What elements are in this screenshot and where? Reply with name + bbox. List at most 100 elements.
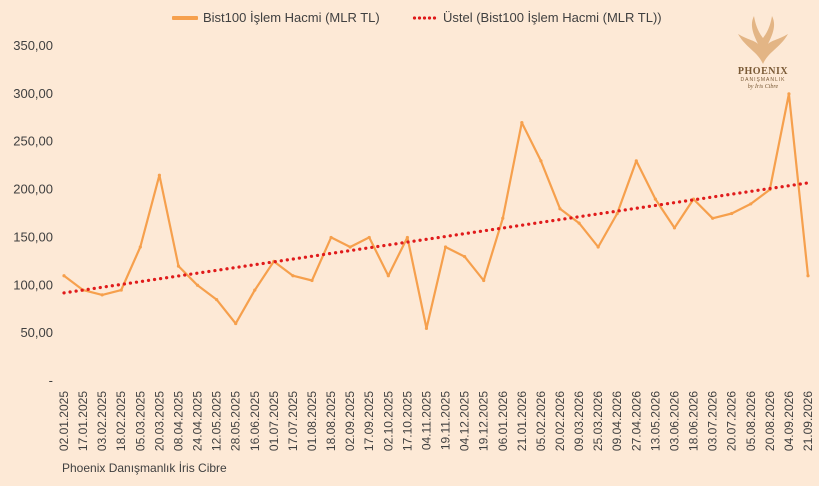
- y-tick-label: 50,00: [20, 325, 53, 340]
- x-tick-label: 20.02.2026: [553, 391, 567, 451]
- volume-point: [558, 207, 562, 211]
- volume-point: [463, 254, 467, 259]
- x-tick-label: 05.03.2025: [133, 391, 147, 451]
- volume-point: [367, 235, 371, 240]
- x-tick-label: 05.08.2026: [744, 391, 758, 451]
- x-tick-label: 18.02.2025: [114, 391, 128, 451]
- x-tick-label: 20.07.2026: [725, 391, 739, 451]
- volume-point: [653, 197, 657, 201]
- y-tick-label: 350,00: [13, 38, 53, 53]
- x-tick-label: 03.02.2025: [95, 391, 109, 451]
- x-tick-label: 18.06.2026: [687, 391, 701, 451]
- volume-point: [806, 274, 810, 278]
- phoenix-logo: PHOENIX DANIŞMANLIK by İris Cibre: [728, 14, 798, 94]
- x-tick-label: 18.08.2025: [324, 391, 338, 451]
- x-tick-label: 25.03.2026: [591, 391, 605, 451]
- phoenix-bird-icon: [738, 16, 788, 64]
- x-tick-label: 04.09.2026: [782, 391, 796, 451]
- x-tick-label: 13.05.2026: [648, 391, 662, 451]
- legend-label-trend: Üstel (Bist100 İşlem Hacmi (MLR TL)): [443, 10, 662, 25]
- legend: Bist100 İşlem Hacmi (MLR TL) Üstel (Bist…: [0, 6, 819, 30]
- x-tick-label: 20.03.2025: [152, 391, 166, 451]
- volume-point: [749, 202, 753, 206]
- volume-point: [634, 159, 638, 163]
- legend-swatch-volume: [172, 15, 198, 20]
- x-axis: 02.01.2025 17.01.2025 03.02.2025 18.02.2025…: [57, 391, 815, 451]
- x-tick-label: 02.09.2025: [343, 391, 357, 451]
- x-tick-label: 16.06.2025: [248, 391, 262, 451]
- x-tick-label: 27.04.2026: [629, 391, 643, 451]
- x-tick-label: 04.12.2025: [458, 391, 472, 451]
- x-tick-label: 17.10.2025: [400, 391, 414, 451]
- y-tick-label: 100,00: [13, 277, 53, 292]
- footer-credit: Phoenix Danışmanlık İris Cibre: [62, 461, 227, 475]
- volume-point: [615, 211, 619, 216]
- volume-point: [176, 264, 181, 268]
- x-tick-label: 24.04.2025: [191, 391, 205, 451]
- volume-point: [405, 235, 409, 240]
- y-tick-label: -: [49, 373, 53, 388]
- x-tick-label: 04.11.2025: [419, 391, 433, 450]
- volume-line: [63, 92, 810, 330]
- x-tick-label: 21.09.2026: [801, 391, 815, 451]
- volume-point: [672, 226, 677, 230]
- volume-point: [424, 326, 429, 330]
- volume-point: [596, 245, 600, 249]
- volume-point: [253, 288, 257, 292]
- x-tick-label: 09.04.2026: [610, 391, 624, 451]
- legend-item-volume: Bist100 İşlem Hacmi (MLR TL): [172, 10, 380, 25]
- volume-point: [443, 245, 448, 249]
- x-tick-label: 19.11.2025: [439, 391, 453, 450]
- x-tick-label: 03.07.2026: [706, 391, 720, 451]
- logo-signature: by İris Cibre: [747, 84, 779, 90]
- x-tick-label: 17.07.2025: [286, 391, 300, 451]
- volume-point: [539, 159, 543, 163]
- volume-point: [62, 274, 66, 278]
- volume-point: [386, 274, 390, 278]
- x-tick-label: 01.07.2025: [267, 391, 281, 451]
- volume-point: [730, 211, 734, 216]
- x-tick-label: 19.12.2025: [477, 391, 491, 451]
- x-tick-label: 05.02.2026: [534, 391, 548, 451]
- volume-point: [577, 221, 581, 225]
- series-layer: [62, 92, 810, 330]
- volume-point: [520, 120, 524, 125]
- x-tick-label: 21.01.2026: [515, 391, 529, 451]
- y-tick-label: 200,00: [13, 182, 53, 197]
- x-tick-label: 28.05.2025: [229, 391, 243, 451]
- y-axis: - 50,00 100,00 150,00 200,00 250,00 300,00 350,…: [13, 38, 53, 388]
- x-tick-label: 17.01.2025: [76, 391, 90, 451]
- volume-point: [157, 173, 161, 177]
- x-tick-label: 03.06.2026: [667, 391, 681, 451]
- volume-point: [348, 245, 352, 249]
- volume-point: [234, 321, 238, 326]
- legend-item-trend: Üstel (Bist100 İşlem Hacmi (MLR TL)): [412, 10, 662, 25]
- volume-point: [711, 216, 715, 220]
- x-tick-label: 09.03.2026: [572, 391, 586, 451]
- logo-name: PHOENIX: [737, 66, 789, 77]
- volume-point: [310, 278, 314, 283]
- volume-point: [195, 283, 200, 287]
- legend-label-volume: Bist100 İşlem Hacmi (MLR TL): [203, 10, 380, 25]
- x-tick-label: 20.08.2026: [763, 391, 777, 451]
- x-tick-label: 08.04.2025: [171, 391, 185, 451]
- x-tick-label: 12.05.2025: [210, 391, 224, 451]
- volume-point: [215, 298, 219, 302]
- logo-subtitle: DANIŞMANLIK: [740, 77, 786, 83]
- volume-point: [482, 278, 486, 283]
- y-tick-label: 300,00: [13, 86, 53, 101]
- volume-point: [787, 92, 791, 96]
- volume-point: [329, 235, 333, 240]
- volume-point: [501, 216, 505, 220]
- x-tick-label: 02.01.2025: [57, 391, 71, 451]
- legend-swatch-trend: [412, 15, 438, 20]
- x-tick-label: 06.01.2026: [496, 391, 510, 451]
- y-tick-label: 250,00: [13, 134, 53, 149]
- x-tick-label: 02.10.2025: [381, 391, 395, 451]
- x-tick-label: 01.08.2025: [305, 391, 319, 451]
- y-tick-label: 150,00: [13, 229, 53, 244]
- trend-line: [62, 181, 810, 295]
- x-tick-label: 17.09.2025: [362, 391, 376, 451]
- volume-point: [119, 288, 123, 292]
